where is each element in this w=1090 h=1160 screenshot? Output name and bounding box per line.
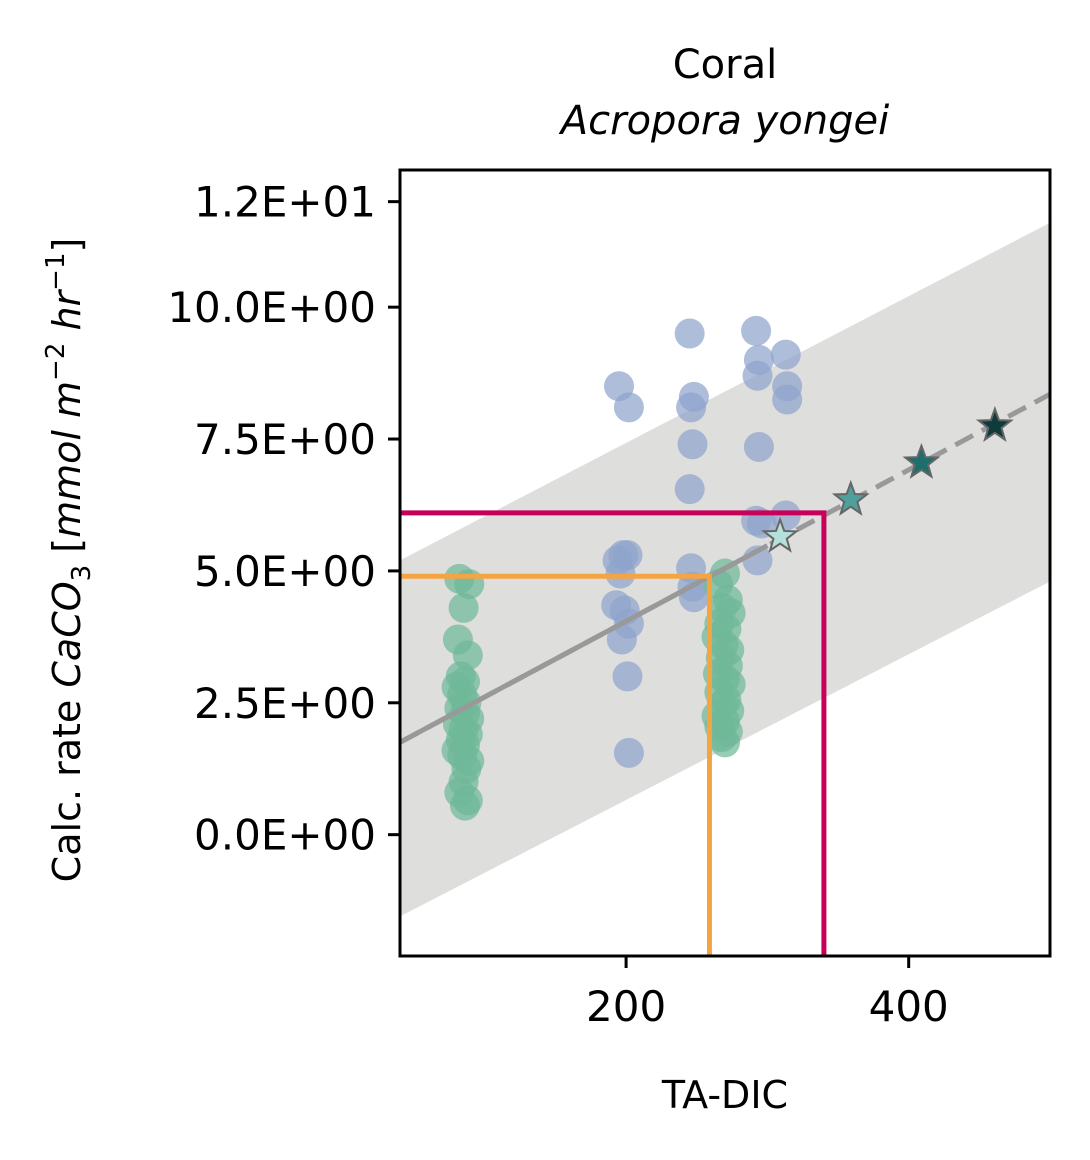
blue-data-point xyxy=(613,737,644,768)
plot-frame xyxy=(398,168,1052,958)
chart-title: Coral xyxy=(673,42,777,88)
blue-data-point xyxy=(674,474,705,505)
x-axis-label: TA-DIC xyxy=(661,1073,788,1117)
guide-line-1 xyxy=(400,573,712,956)
x-tick-label: 400 xyxy=(869,982,949,1031)
y-label-bracket-close: ] xyxy=(45,238,89,253)
blue-data-point xyxy=(742,360,773,391)
star-marker xyxy=(902,442,941,479)
blue-data-point xyxy=(770,339,801,370)
star-marker xyxy=(831,479,870,516)
y-tick-label: 7.5E+00 xyxy=(194,415,376,464)
y-tick-label: 5.0E+00 xyxy=(194,547,376,596)
blue-data-point xyxy=(674,318,705,349)
star-marker xyxy=(975,405,1014,442)
blue-data-point xyxy=(612,661,643,692)
green-data-point xyxy=(448,592,479,623)
y-axis-label: Calc. rate CaCO3 [mmol m−2 hr−1] xyxy=(41,238,97,883)
y-tick-label: 2.5E+00 xyxy=(194,679,376,728)
star-marker xyxy=(761,516,800,553)
blue-data-point xyxy=(677,429,708,460)
green-data-point xyxy=(450,790,480,821)
chart-subtitle: Acropora yongei xyxy=(558,98,889,144)
x-axis: 200 400 xyxy=(586,956,949,1031)
y-label-prefix: Calc. rate xyxy=(45,688,89,883)
blue-data-point xyxy=(743,431,774,462)
y-label-bracket-open: [ xyxy=(45,538,89,565)
x-tick-label: 200 xyxy=(586,982,666,1031)
plot-area xyxy=(400,222,1050,956)
y-tick-label: 10.0E+00 xyxy=(167,283,376,332)
y-label-unit-mmol: mmol m xyxy=(45,381,89,538)
blue-data-point xyxy=(606,624,637,655)
y-tick-label: 1.2E+01 xyxy=(194,178,376,227)
blue-data-point xyxy=(741,315,772,346)
y-label-chem: CaCO xyxy=(45,581,89,687)
guide-line-2 xyxy=(400,510,827,956)
y-tick-label: 0.0E+00 xyxy=(194,811,376,860)
y-axis: 0.0E+00 2.5E+00 5.0E+00 7.5E+00 10.0E+00 1.2E… xyxy=(167,178,400,860)
blue-data-point xyxy=(770,500,801,531)
y-label-chem-sub: 3 xyxy=(67,565,97,582)
y-label-exp2: −1 xyxy=(41,253,71,291)
blue-data-point xyxy=(605,558,636,589)
green-data-point xyxy=(710,727,740,758)
y-label-unit-hr: hr xyxy=(45,288,89,342)
y-label-exp1: −2 xyxy=(41,343,71,381)
blue-data-point xyxy=(613,392,644,423)
blue-data-point xyxy=(676,392,707,423)
blue-data-point xyxy=(772,384,803,415)
